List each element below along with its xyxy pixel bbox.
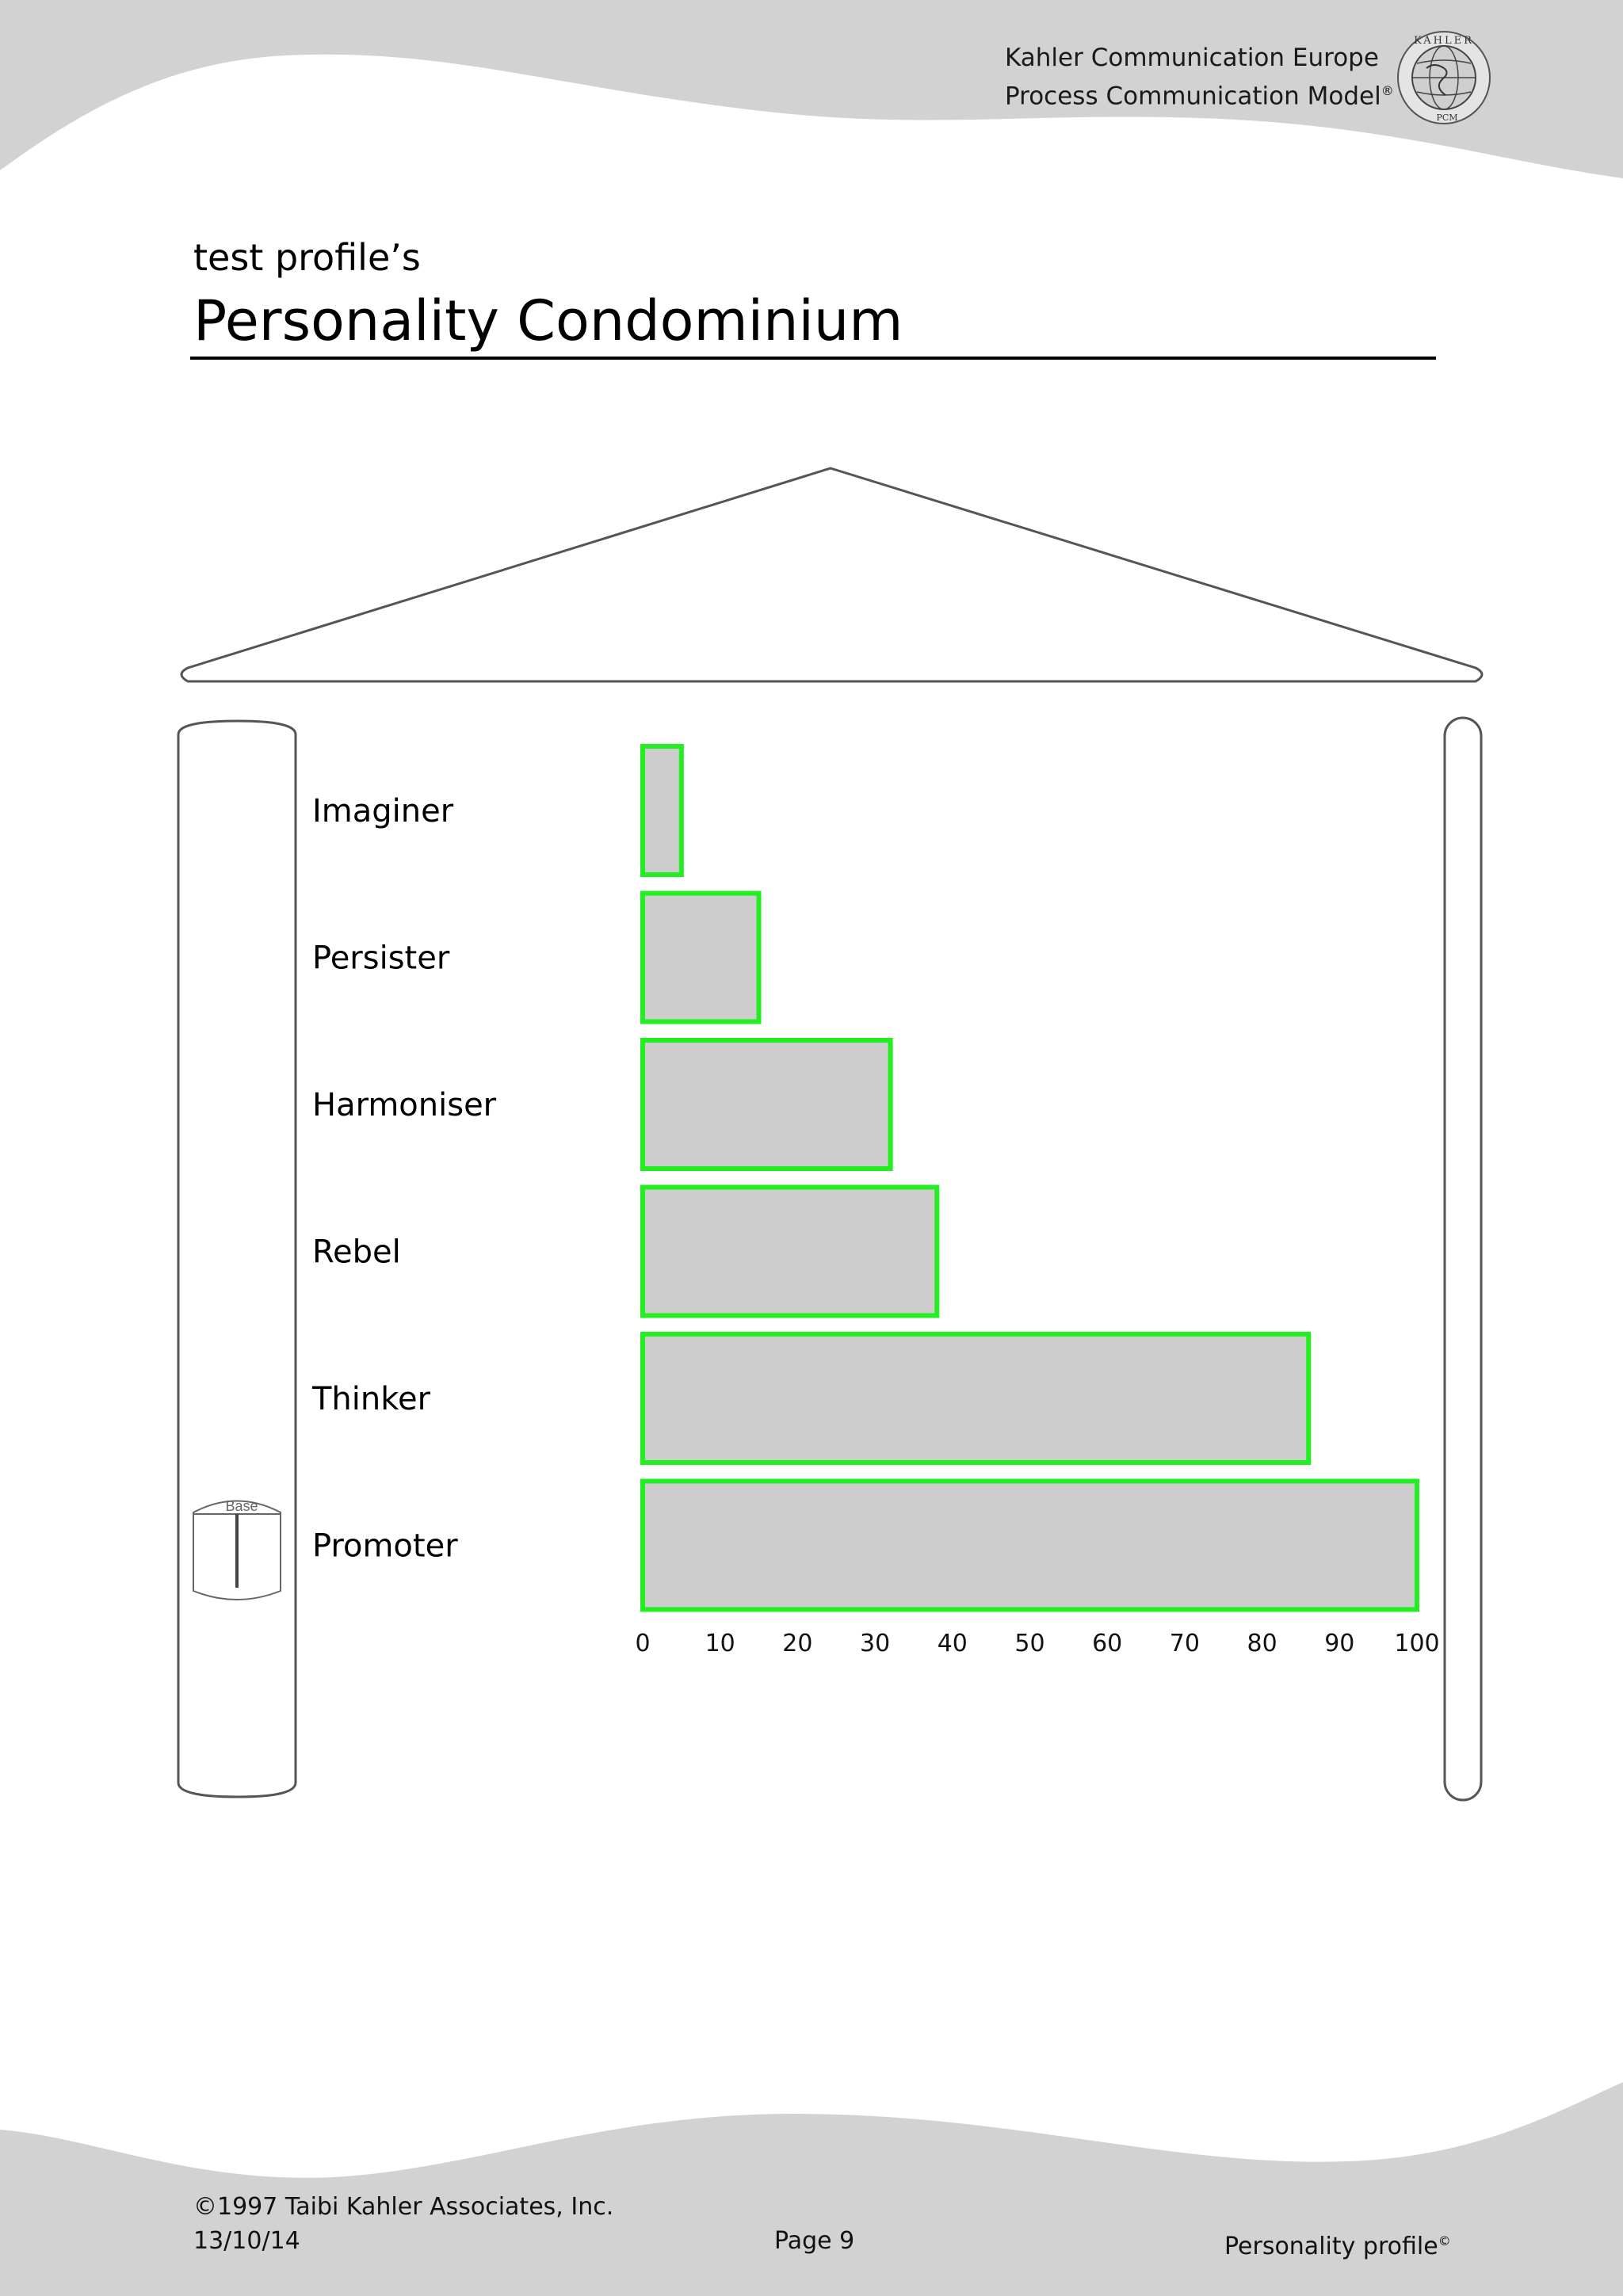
category-label-thinker: Thinker: [311, 1381, 431, 1417]
x-tick-label: 40: [938, 1630, 968, 1657]
header-wave: [0, 0, 1623, 178]
x-tick-label: 30: [860, 1630, 890, 1657]
roof: [180, 467, 1484, 683]
x-tick-label: 50: [1014, 1630, 1044, 1657]
bar-harmoniser: [640, 1038, 893, 1171]
profile-subtitle: test profile’s: [193, 236, 421, 279]
footer-copyright: ©1997 Taibi Kahler Associates, Inc.: [193, 2193, 614, 2221]
category-label-imaginer: Imaginer: [312, 793, 454, 830]
bar-promoter: [640, 1478, 1419, 1612]
bar-thinker: [640, 1332, 1312, 1465]
x-tick-label: 0: [635, 1630, 650, 1657]
bar-imaginer: [640, 744, 684, 877]
category-label-promoter: Promoter: [312, 1528, 458, 1565]
x-axis-ticks: 0 10 20 30 40 50 60 70 80 90 100: [635, 1630, 1439, 1657]
header-text: Kahler Communication Europe Process Comm…: [1005, 41, 1394, 113]
footer-date: 13/10/14: [193, 2227, 300, 2255]
x-tick-label: 10: [705, 1630, 735, 1657]
category-label-persister: Persister: [312, 940, 450, 977]
left-pillar: [177, 719, 297, 1798]
footer-wave: [0, 2082, 1623, 2296]
svg-text:KAHLER: KAHLER: [1414, 35, 1474, 47]
right-pillar: [1443, 716, 1483, 1802]
svg-text:PCM: PCM: [1436, 113, 1457, 123]
kahler-globe-logo: KAHLER PCM: [1397, 31, 1491, 124]
x-tick-label: 80: [1247, 1630, 1277, 1657]
model-name: Process Communication Model®: [1005, 82, 1394, 111]
category-label-harmoniser: Harmoniser: [312, 1087, 497, 1123]
base-marker: Base: [193, 1498, 281, 1600]
x-tick-label: 60: [1092, 1630, 1122, 1657]
category-label-layer: Imaginer Persister Harmoniser Rebel Thinker P…: [311, 793, 497, 1565]
company-name: Kahler Communication Europe: [1005, 44, 1379, 72]
footer-page-number: Page 9: [774, 2227, 855, 2255]
x-tick-label: 70: [1170, 1630, 1200, 1657]
x-tick-label: 20: [782, 1630, 812, 1657]
category-label-rebel: Rebel: [312, 1234, 401, 1271]
x-tick-label: 90: [1324, 1630, 1354, 1657]
x-tick-label: 100: [1394, 1630, 1439, 1657]
bar-layer: [640, 744, 1419, 1612]
bar-persister: [640, 891, 762, 1024]
title-divider: [190, 357, 1436, 360]
base-marker-label: Base: [225, 1498, 258, 1514]
page-title: Personality Condominium: [193, 288, 903, 353]
footer-document-name: Personality profile©: [1224, 2233, 1451, 2260]
bar-rebel: [640, 1184, 940, 1318]
